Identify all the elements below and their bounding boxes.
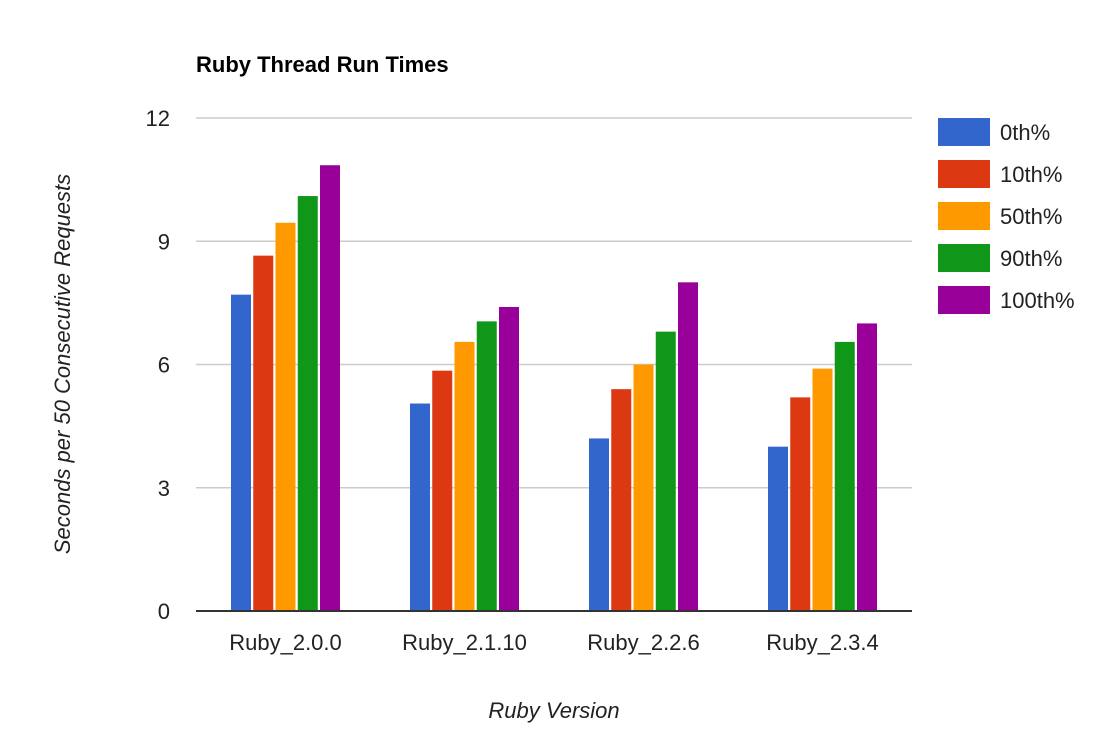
x-tick-label: Ruby_2.2.6 — [587, 630, 700, 655]
bar — [476, 321, 497, 611]
bar — [297, 196, 318, 611]
x-tick-label: Ruby_2.3.4 — [766, 630, 879, 655]
legend-swatch — [938, 118, 990, 146]
x-axis-title: Ruby Version — [488, 698, 619, 723]
legend-item: 50th% — [938, 202, 1062, 230]
bar — [857, 323, 877, 611]
bars — [231, 165, 877, 612]
bar — [275, 222, 296, 611]
bar — [231, 294, 251, 611]
legend-label: 100th% — [1000, 288, 1075, 313]
bar — [678, 282, 698, 611]
legend-item: 90th% — [938, 244, 1062, 272]
y-tick-label: 3 — [158, 476, 170, 501]
legend: 0th% 10th% 50th% 90th% 100th% — [938, 118, 1075, 314]
bar — [768, 446, 788, 611]
x-tick-label: Ruby_2.1.10 — [402, 630, 527, 655]
legend-label: 10th% — [1000, 162, 1062, 187]
bar — [320, 165, 340, 611]
bar — [834, 341, 855, 611]
x-tick-label: Ruby_2.0.0 — [229, 630, 342, 655]
bar — [253, 255, 274, 612]
bar — [454, 341, 475, 611]
legend-label: 50th% — [1000, 204, 1062, 229]
bar — [655, 331, 676, 611]
bar — [432, 370, 453, 611]
bar — [589, 438, 609, 611]
legend-swatch — [938, 160, 990, 188]
y-tick-label: 12 — [146, 106, 170, 131]
x-axis-ticks: Ruby_2.0.0 Ruby_2.1.10 Ruby_2.2.6 Ruby_2.3.… — [229, 630, 879, 655]
bar — [410, 403, 430, 611]
y-tick-label: 6 — [158, 353, 170, 378]
y-tick-label: 0 — [158, 599, 170, 624]
legend-swatch — [938, 202, 990, 230]
bar — [633, 364, 654, 611]
legend-item: 0th% — [938, 118, 1050, 146]
legend-swatch — [938, 286, 990, 314]
bar — [812, 368, 833, 611]
legend-label: 90th% — [1000, 246, 1062, 271]
legend-swatch — [938, 244, 990, 272]
legend-label: 0th% — [1000, 120, 1050, 145]
chart-title: Ruby Thread Run Times — [196, 52, 449, 77]
legend-item: 100th% — [938, 286, 1075, 314]
bar — [790, 397, 811, 611]
y-axis-title: Seconds per 50 Consecutive Requests — [50, 174, 75, 554]
bar — [499, 306, 519, 611]
y-tick-label: 9 — [158, 229, 170, 254]
bar — [611, 389, 632, 611]
legend-item: 10th% — [938, 160, 1062, 188]
y-axis-ticks: 0 3 6 9 12 — [146, 106, 170, 624]
